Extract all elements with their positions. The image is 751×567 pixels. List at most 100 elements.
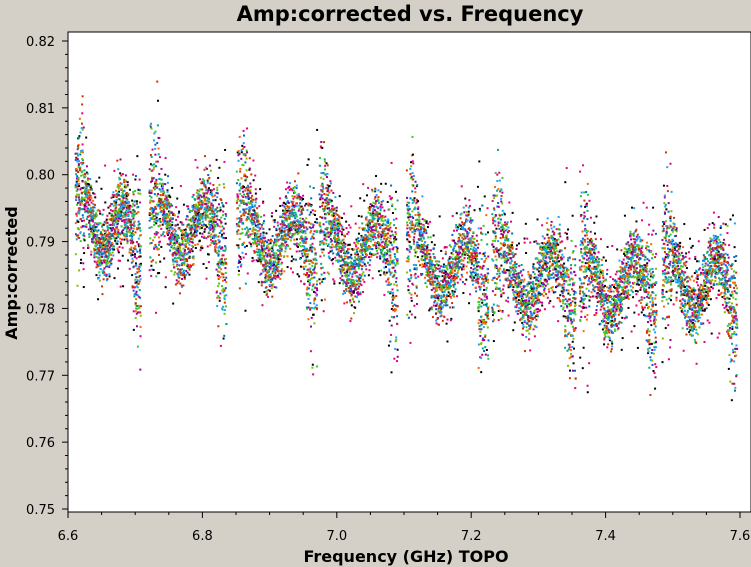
- data-point: [313, 268, 316, 271]
- data-point: [120, 218, 123, 221]
- data-point: [363, 229, 366, 232]
- data-point: [197, 201, 200, 204]
- data-point: [411, 201, 414, 204]
- data-point: [135, 241, 138, 244]
- data-point: [136, 307, 139, 310]
- data-point: [408, 226, 411, 229]
- data-point: [239, 219, 242, 222]
- data-point: [396, 199, 399, 202]
- data-point: [187, 224, 190, 227]
- data-point: [247, 228, 250, 231]
- data-point: [260, 237, 263, 240]
- data-point: [216, 189, 219, 192]
- data-point: [139, 192, 142, 195]
- data-point: [372, 201, 375, 204]
- data-point: [195, 234, 198, 237]
- data-point: [330, 239, 333, 242]
- data-point: [263, 214, 266, 217]
- data-point: [338, 254, 341, 257]
- data-point: [321, 240, 324, 243]
- data-point: [299, 236, 302, 239]
- data-point: [126, 230, 129, 233]
- data-point: [315, 294, 318, 297]
- data-point: [289, 239, 292, 242]
- data-point: [189, 240, 192, 243]
- data-point: [200, 195, 203, 198]
- data-point: [369, 247, 372, 250]
- data-point: [218, 241, 221, 244]
- data-point: [156, 203, 159, 206]
- data-point: [250, 200, 253, 203]
- data-point: [407, 289, 410, 292]
- data-point: [311, 235, 314, 238]
- data-point: [160, 194, 163, 197]
- data-point: [346, 248, 349, 251]
- data-point: [237, 273, 240, 276]
- data-point: [244, 161, 247, 164]
- data-point: [251, 194, 254, 197]
- data-point: [373, 229, 376, 232]
- data-point: [388, 268, 391, 271]
- data-point: [360, 243, 363, 246]
- data-point: [307, 306, 310, 309]
- data-point: [274, 270, 277, 273]
- data-point: [278, 272, 281, 275]
- data-point: [334, 229, 337, 232]
- data-point: [174, 248, 177, 251]
- data-point: [374, 209, 377, 212]
- data-point: [182, 203, 185, 206]
- data-point: [221, 204, 224, 207]
- data-point: [344, 263, 347, 266]
- data-point: [173, 260, 176, 263]
- data-point: [163, 218, 166, 221]
- data-point: [132, 222, 135, 225]
- data-point: [106, 255, 109, 258]
- data-point: [339, 216, 342, 219]
- data-point: [390, 308, 393, 311]
- data-point: [247, 217, 250, 220]
- data-point: [221, 289, 224, 292]
- data-point: [81, 143, 84, 146]
- data-point: [285, 244, 288, 247]
- data-point: [207, 261, 210, 264]
- data-point: [178, 226, 181, 229]
- data-point: [114, 239, 117, 242]
- data-point: [365, 268, 368, 271]
- data-point: [102, 234, 105, 237]
- data-point: [237, 198, 240, 201]
- data-point: [409, 277, 412, 280]
- data-point: [195, 227, 198, 230]
- data-point: [253, 216, 256, 219]
- data-point: [359, 260, 362, 263]
- data-point: [223, 334, 226, 337]
- data-point: [254, 198, 257, 201]
- data-point: [222, 305, 225, 308]
- data-point: [394, 255, 397, 258]
- data-point: [218, 266, 221, 269]
- data-point: [365, 194, 368, 197]
- data-point: [218, 299, 221, 302]
- data-point: [186, 271, 189, 274]
- data-point: [259, 273, 262, 276]
- data-point: [159, 207, 162, 210]
- data-point: [381, 234, 384, 237]
- data-point: [221, 229, 224, 232]
- data-point: [354, 253, 357, 256]
- data-point: [120, 204, 123, 207]
- data-point: [187, 242, 190, 245]
- data-point: [93, 260, 96, 263]
- data-point: [125, 228, 128, 231]
- data-point: [213, 242, 216, 245]
- data-point: [188, 267, 191, 270]
- data-point: [316, 289, 319, 292]
- data-point: [415, 250, 418, 253]
- data-point: [90, 219, 93, 222]
- data-point: [345, 227, 348, 230]
- data-point: [121, 190, 124, 193]
- data-point: [190, 217, 193, 220]
- data-point: [123, 238, 126, 241]
- data-point: [370, 226, 373, 229]
- data-point: [205, 266, 208, 269]
- data-point: [387, 218, 390, 221]
- data-point: [343, 212, 346, 215]
